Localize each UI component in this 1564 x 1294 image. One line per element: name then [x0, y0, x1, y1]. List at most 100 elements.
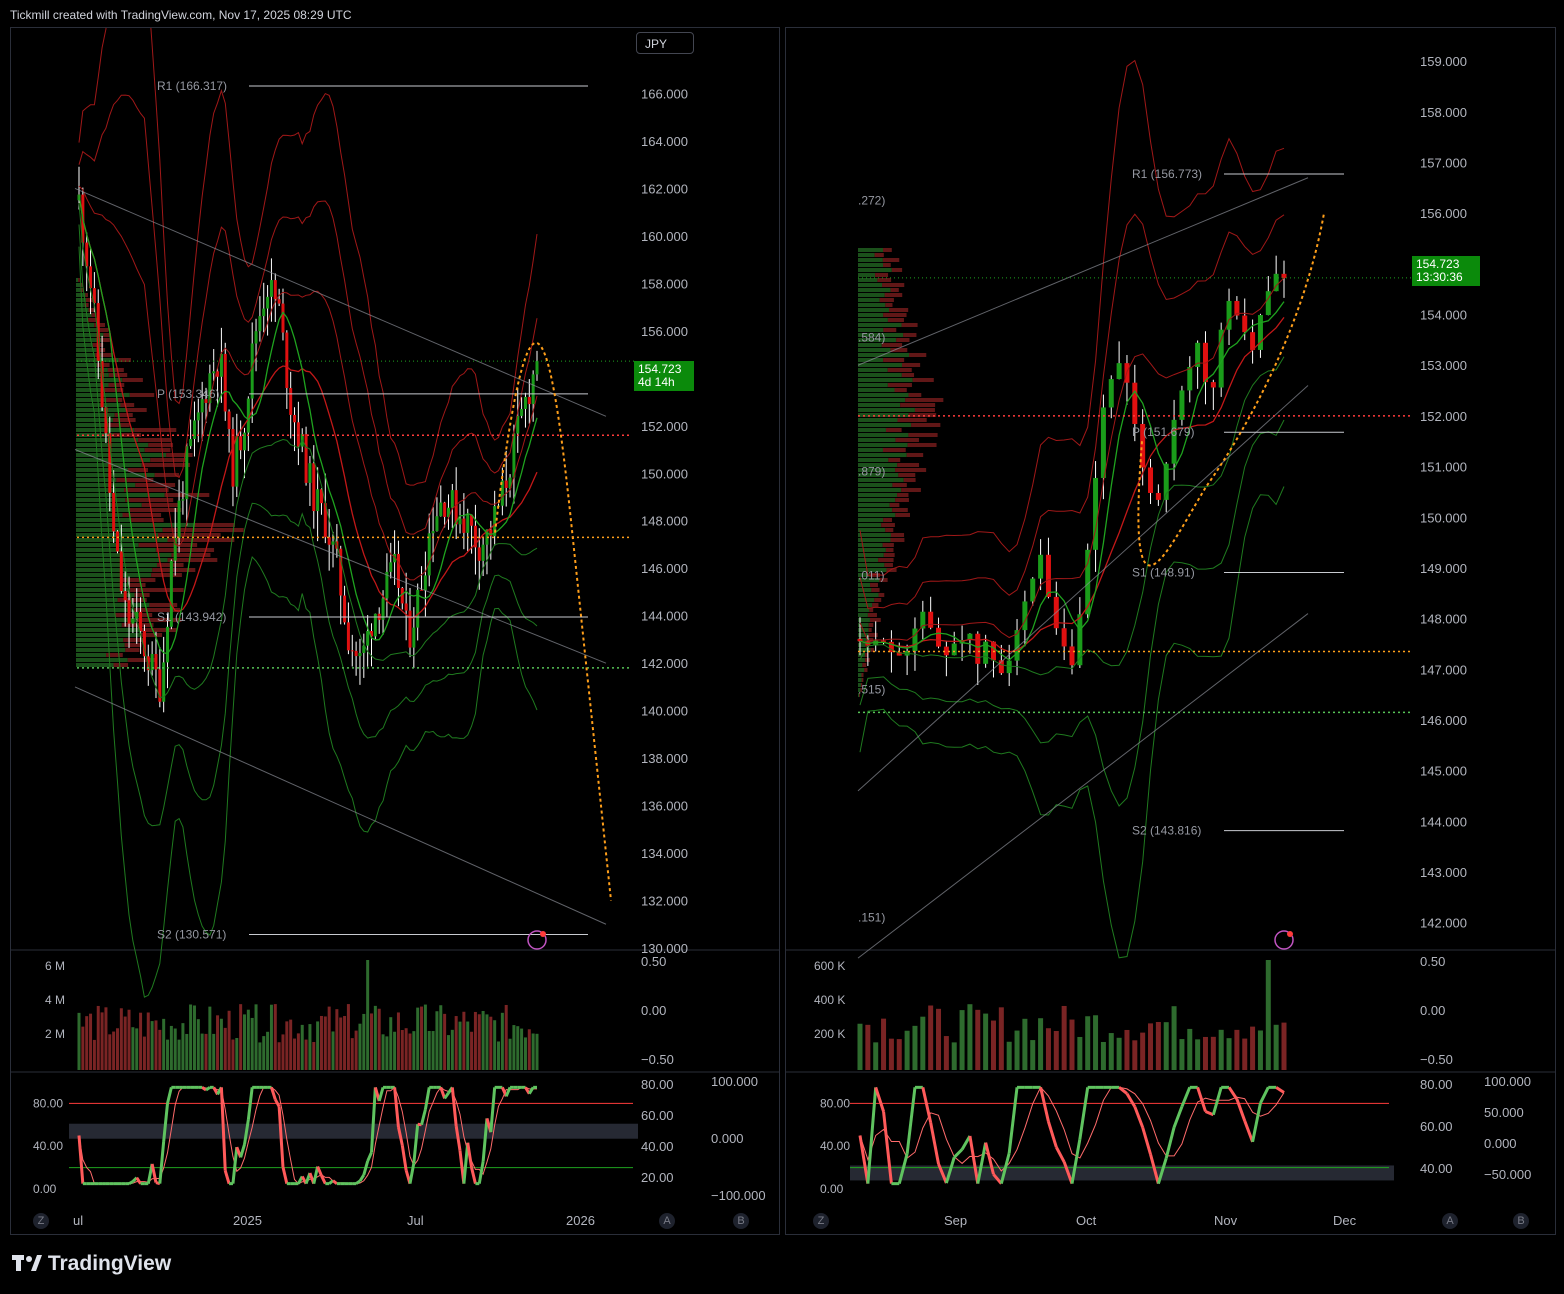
left-chart-panel[interactable]: 166.000 164.000 162.000 160.000 158.000 156.0… — [10, 27, 780, 1235]
volume-bar — [269, 1004, 273, 1070]
volume-bar — [1234, 1029, 1240, 1070]
volume-profile-bar — [861, 678, 864, 682]
volume-profile-bar — [858, 578, 880, 582]
volume-profile-bar — [76, 328, 97, 332]
right-chart-panel[interactable]: 159.000158.000157.000156.000155.000154.0… — [785, 27, 1556, 1235]
volume-profile-bar — [858, 338, 897, 342]
right-chart-svg[interactable]: 159.000158.000157.000156.000155.000154.0… — [786, 28, 1555, 1234]
volume-bar — [523, 1037, 527, 1070]
candle-body — [508, 477, 512, 488]
volume-profile-bar — [907, 443, 937, 447]
oscillator-right-tick-label: 100.000 — [1484, 1074, 1531, 1089]
volume-profile-bar — [870, 583, 878, 587]
volume-profile-bar — [88, 318, 100, 322]
volume-profile-bar — [85, 298, 93, 302]
candle-body — [466, 514, 470, 533]
volume-bar — [173, 1028, 177, 1070]
left-chart-svg[interactable]: 166.000 164.000 162.000 160.000 158.000 156.0… — [11, 28, 779, 1234]
volume-profile-bar — [103, 333, 111, 337]
oscillator-line-segment — [358, 1174, 366, 1182]
candle-body — [446, 507, 450, 517]
volume-profile-bar — [141, 463, 190, 467]
candle-body — [458, 518, 462, 525]
oscillator-line-segment — [412, 1124, 420, 1164]
volume-profile-bar — [860, 683, 863, 687]
lower-band-line — [78, 246, 538, 998]
lower-band-line — [78, 203, 538, 698]
symbol-button[interactable]: JPY — [636, 32, 694, 54]
right-b-button[interactable]: B — [1513, 1213, 1529, 1229]
right-a-button[interactable]: A — [1442, 1213, 1458, 1229]
volume-bar — [396, 1012, 400, 1070]
oscillator-line-segment — [328, 1179, 334, 1185]
candle-body — [381, 598, 385, 620]
volume-profile-bar — [858, 458, 889, 462]
volume-profile-bar — [858, 298, 880, 302]
candle-body — [231, 429, 235, 487]
volume-profile-bar — [91, 313, 97, 317]
oscillator-line-segment — [205, 1086, 211, 1092]
volume-profile-bar — [858, 398, 906, 402]
right-z-button[interactable]: Z — [813, 1213, 829, 1229]
candle-body — [500, 480, 504, 506]
volume-profile-bar — [879, 578, 888, 582]
volume-profile-bar — [76, 608, 135, 612]
volume-profile-bar — [858, 433, 909, 437]
price-tick-label: 143.000 — [1420, 865, 1467, 880]
volume-profile-bar — [858, 383, 888, 387]
volume-profile-bar — [875, 273, 889, 277]
volume-bar — [450, 1029, 454, 1070]
candle-body — [912, 628, 918, 651]
oscillator-line-segment — [355, 1179, 361, 1185]
oscillator-line-segment — [270, 1086, 277, 1100]
volume-profile-bar — [141, 633, 163, 637]
volume-profile-bar — [76, 423, 107, 427]
volume-profile-bar — [76, 623, 122, 627]
volume-profile-bar — [116, 478, 154, 482]
left-a-button[interactable]: A — [659, 1213, 675, 1229]
oscillator-line-segment — [1118, 1086, 1128, 1095]
left-z-button[interactable]: Z — [33, 1213, 49, 1229]
volume-bar — [123, 1016, 127, 1070]
volume-bar — [1250, 1026, 1256, 1070]
fib-level-label: .151) — [858, 911, 885, 925]
volume-bar — [904, 1030, 910, 1070]
candle-body — [235, 436, 239, 487]
volume-bar — [85, 1016, 89, 1070]
left-b-button[interactable]: B — [733, 1213, 749, 1229]
candle-body — [115, 531, 119, 552]
candle-body — [1069, 646, 1075, 666]
oscillator-line-segment — [897, 1153, 909, 1185]
volume-profile-bar — [76, 508, 130, 512]
candle-body — [289, 388, 293, 415]
volume-bar — [497, 1041, 501, 1070]
tradingview-logo-icon — [12, 1255, 42, 1271]
volume-profile-bar — [126, 408, 147, 412]
volume-profile-bar — [101, 338, 110, 342]
volume-bar — [458, 1021, 462, 1070]
volume-profile-bar — [882, 543, 894, 547]
price-tick-label: 132.000 — [641, 894, 688, 909]
candle-body — [204, 399, 208, 403]
volume-bar — [189, 1004, 193, 1070]
candle-body — [489, 529, 493, 537]
candle-body — [112, 492, 116, 532]
volume-profile-bar — [167, 558, 218, 562]
price-tick-label: 150.000 — [1420, 510, 1467, 525]
time-tick-label: Nov — [1214, 1213, 1238, 1228]
oscillator-line-segment — [396, 1126, 404, 1146]
volume-bar — [896, 1039, 902, 1070]
volume-profile-bar — [858, 403, 901, 407]
volume-profile-bar — [885, 303, 893, 307]
volume-profile-bar — [858, 278, 878, 282]
candle-body — [1006, 660, 1012, 674]
fib-level-label: .584) — [858, 330, 885, 344]
volume-profile-bar — [858, 388, 895, 392]
volume-bar — [100, 1012, 104, 1070]
tradingview-logo[interactable]: TradingView — [12, 1252, 171, 1276]
volume-profile-bar — [76, 323, 95, 327]
volume-profile-bar — [88, 308, 95, 312]
upper-band-line — [78, 185, 538, 581]
candle-body — [312, 463, 316, 512]
oscillator-right-tick-label: −100.000 — [711, 1188, 766, 1203]
